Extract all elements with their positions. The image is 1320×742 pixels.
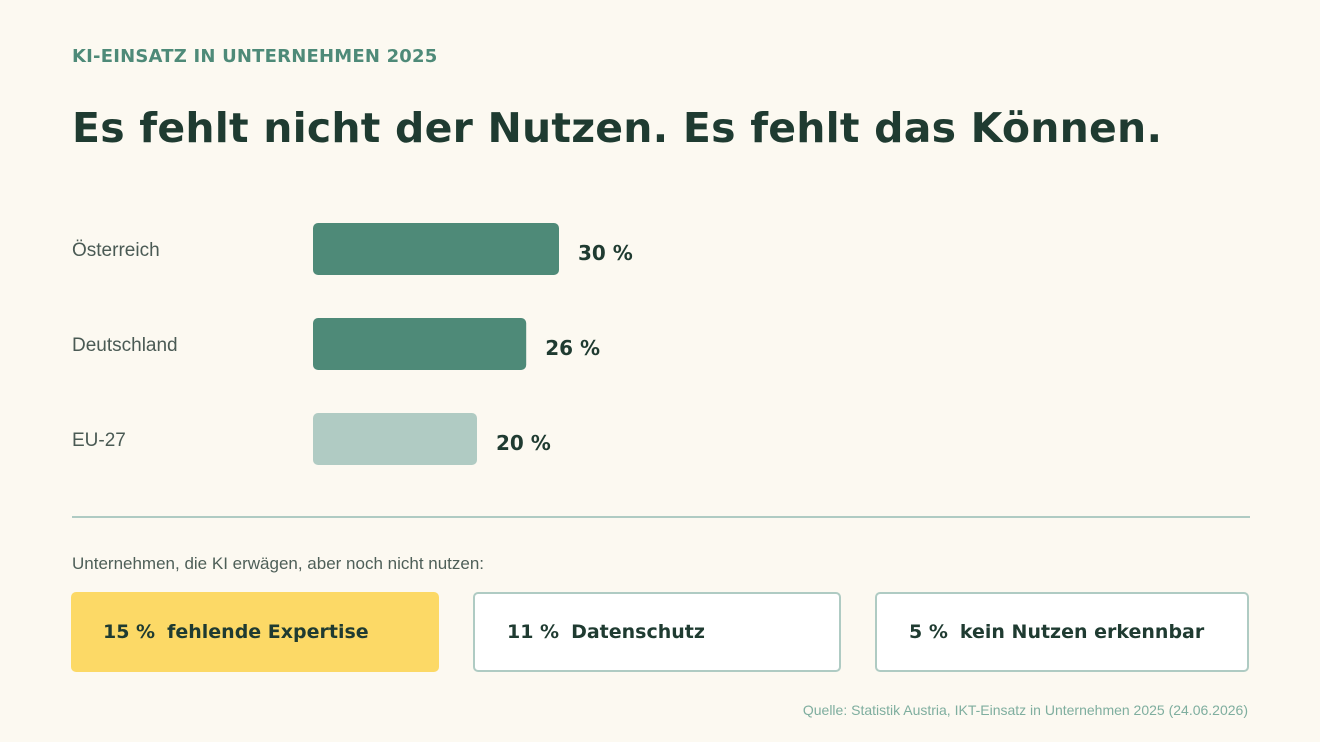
page-title: Es fehlt nicht der Nutzen. Es fehlt das … (72, 104, 1163, 152)
bar-chart: Österreich 30 % Deutschland 26 % EU-27 20 % (72, 223, 633, 465)
category-label: Deutschland (72, 335, 178, 356)
category-label: EU-27 (72, 430, 126, 451)
bar (313, 223, 559, 275)
value-label: 30 % (578, 241, 633, 265)
reason-card-expertise: 15 % fehlende Expertise (71, 592, 439, 672)
reason-percent: 15 % (103, 621, 156, 643)
reason-label: kein Nutzen erkennbar (959, 621, 1205, 643)
reason-label: Datenschutz (571, 621, 705, 643)
divider (72, 516, 1250, 518)
value-label: 26 % (545, 336, 600, 360)
reason-percent: 11 % (507, 621, 560, 643)
reasons-intro: Unternehmen, die KI erwägen, aber noch n… (72, 554, 485, 573)
reason-card-privacy: 11 % Datenschutz (473, 592, 841, 672)
source-note: Quelle: Statistik Austria, IKT-Einsatz i… (802, 702, 1248, 718)
category-label: Österreich (72, 240, 160, 261)
bar (313, 318, 527, 370)
bar (313, 413, 477, 465)
value-label: 20 % (496, 431, 551, 455)
reason-percent: 5 % (909, 621, 948, 643)
kicker: KI-EINSATZ IN UNTERNEHMEN 2025 (72, 46, 438, 67)
reason-card-no-benefit: 5 % kein Nutzen erkennbar (875, 592, 1249, 672)
reason-label: fehlende Expertise (167, 621, 369, 643)
